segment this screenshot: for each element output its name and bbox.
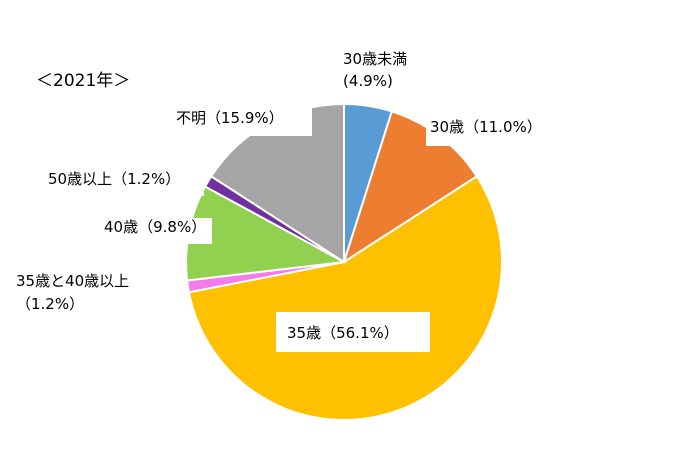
pie-label-background-35-and-40-plus (10, 272, 182, 322)
pie-label-text-under-30-2: (4.9%) (343, 72, 393, 90)
pie-label-under-30: 30歳未満 (4.9%) (340, 50, 438, 100)
pie-label-40: 40歳（9.8%） (98, 218, 212, 244)
pie-slice-35 (187, 174, 503, 421)
pie-label-50-plus: 50歳以上（1.2%） (44, 170, 204, 196)
pie-label-text-under-30-1: 30歳未満 (343, 50, 407, 68)
labels-layer: 30歳未満 (4.9%) 30歳（11.0%） 35歳（56.1%） 35歳と40歳以上… (10, 50, 548, 352)
pie-label-background-30 (426, 120, 548, 146)
pie-label-text-35-and-40-plus-1: 35歳と40歳以上 (16, 272, 129, 290)
pie-label-text-35-1: 35歳（56.1%） (287, 324, 399, 342)
pie-label-35: 35歳（56.1%） (276, 312, 430, 352)
pie-label-text-30-1: 30歳（11.0%） (430, 118, 542, 136)
pie-label-background-50-plus (44, 170, 204, 196)
chart-title: ＜2021年＞ (36, 71, 131, 91)
slices-layer (185, 102, 503, 421)
pie-label-35-and-40-plus: 35歳と40歳以上 （1.2%） (10, 272, 182, 322)
pie-label-text-50-plus-1: 50歳以上（1.2%） (48, 170, 180, 188)
pie-label-text-unknown-1: 不明（15.9%） (176, 109, 284, 127)
pie-label-background-35 (276, 312, 430, 352)
pie-label-text-35-and-40-plus-2: （1.2%） (16, 295, 84, 313)
pie-label-background-40 (98, 218, 212, 244)
pie-label-unknown: 不明（15.9%） (170, 108, 312, 136)
pie-label-background-unknown (170, 108, 312, 136)
pie-label-background-under-30 (340, 52, 438, 100)
pie-label-text-40-1: 40歳（9.8%） (104, 218, 206, 236)
pie-label-30: 30歳（11.0%） (426, 118, 548, 146)
